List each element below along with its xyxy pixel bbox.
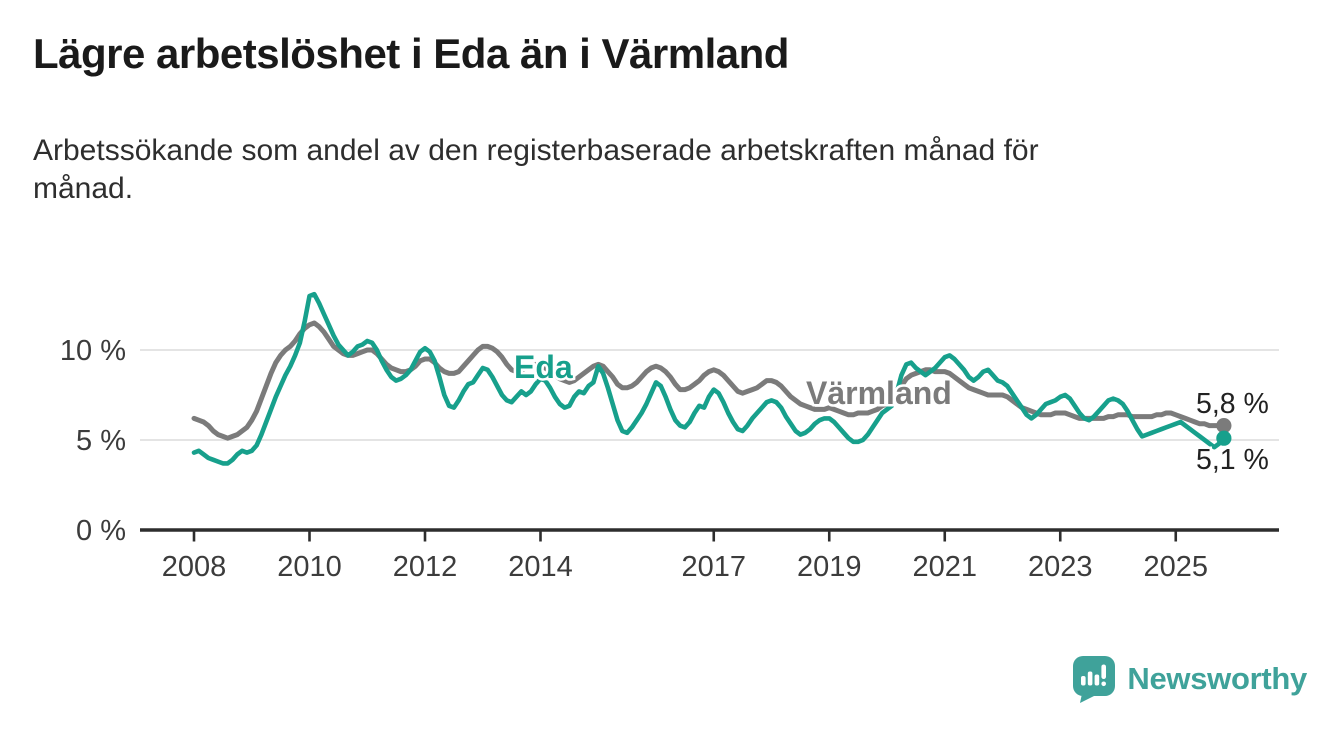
newsworthy-logo: Newsworthy — [1072, 655, 1307, 703]
end-value-label-värmland: 5,8 % — [1196, 388, 1269, 420]
series-line-eda — [191, 291, 1227, 466]
x-axis-label-2025: 2025 — [1143, 551, 1208, 583]
bar-chart-speech-bubble-icon — [1073, 656, 1116, 703]
speech-bubble-shape — [1073, 656, 1116, 703]
bar-3 — [1094, 674, 1100, 686]
x-axis-label-2017: 2017 — [681, 551, 746, 583]
x-axis-label-2010: 2010 — [277, 551, 342, 583]
y-axis-label-5: 5 % — [76, 425, 126, 457]
chart-subtitle: Arbetssökande som andel av den registerb… — [33, 132, 1039, 208]
end-dot-värmland — [1216, 418, 1232, 434]
series-label-värmland: Värmland — [806, 375, 952, 411]
x-axis-label-2008: 2008 — [162, 551, 227, 583]
chart-subtitle-line1: Arbetssökande som andel av den registerb… — [33, 134, 1039, 167]
x-axis-label-2021: 2021 — [912, 551, 977, 583]
end-value-label-eda: 5,1 % — [1196, 444, 1269, 476]
end-dot-eda — [1216, 430, 1232, 446]
page-title: Lägre arbetslöshet i Eda än i Värmland — [33, 30, 789, 77]
bar-1 — [1081, 676, 1086, 686]
x-axis-label-2023: 2023 — [1028, 551, 1093, 583]
chart-subtitle-line2: månad. — [33, 171, 134, 205]
bar-2 — [1088, 671, 1093, 686]
y-axis-label-10: 10 % — [60, 335, 126, 367]
y-axis-label-0: 0 % — [76, 515, 126, 547]
x-axis-label-2012: 2012 — [393, 551, 458, 583]
exclamation-dot — [1101, 681, 1107, 687]
series-label-eda: Eda — [514, 349, 573, 385]
x-axis-label-2014: 2014 — [508, 551, 573, 583]
exclamation-stem — [1101, 664, 1107, 679]
x-axis-label-2019: 2019 — [797, 551, 862, 583]
series-line-värmland — [191, 320, 1227, 441]
newsworthy-wordmark: Newsworthy — [1127, 661, 1307, 696]
